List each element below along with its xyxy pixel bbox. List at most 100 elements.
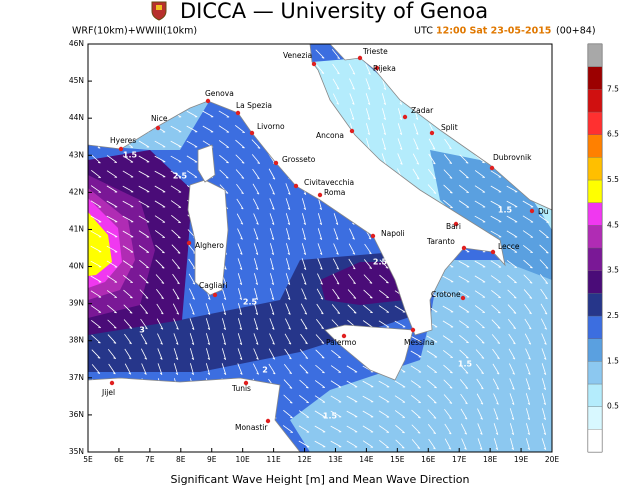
arrow (362, 425, 374, 433)
city-label: Lecce (498, 242, 520, 251)
arrow (443, 154, 453, 165)
lon-label: 20E (545, 455, 560, 464)
arrow (157, 333, 163, 345)
lat-label: 39N (69, 299, 84, 308)
arrow (410, 335, 422, 343)
arrow (362, 395, 374, 403)
arrow (186, 110, 198, 118)
arrow (474, 275, 486, 283)
arrow (314, 395, 326, 403)
arrow (475, 154, 485, 164)
city-dot (410, 327, 416, 333)
arrow (122, 215, 134, 223)
arrow (299, 349, 309, 359)
arrow (442, 290, 454, 298)
arrow (526, 423, 530, 436)
arrow (270, 258, 274, 271)
colorbar-band (587, 111, 603, 135)
arrow (234, 125, 246, 134)
arrow (410, 380, 422, 388)
contour-label: 1.5 (458, 360, 473, 369)
city-dot (186, 240, 192, 246)
colorbar-label: 1.5 (607, 356, 619, 365)
arrow (268, 168, 276, 180)
arrow (154, 170, 166, 178)
arrow (443, 169, 453, 179)
arrow (363, 304, 373, 314)
arrow (90, 230, 102, 238)
arrow (346, 395, 358, 403)
arrow (459, 364, 469, 374)
colorbar-label: 7.5 (607, 84, 619, 93)
arrow (524, 318, 532, 330)
arrow (331, 49, 341, 60)
time-zone: UTC (414, 26, 433, 37)
arrow (301, 273, 307, 285)
arrow (542, 393, 546, 406)
city-label: Nice (151, 114, 168, 123)
contour-label: 2.5 (243, 298, 258, 307)
arrow (156, 318, 164, 330)
arrow (459, 349, 469, 359)
arrow (236, 183, 244, 195)
arrow (108, 363, 116, 375)
colorbar-label: 0.5 (607, 402, 619, 411)
arrow (330, 395, 342, 403)
arrow (269, 303, 275, 315)
arrow (381, 138, 387, 151)
arrow (332, 273, 340, 285)
arrow (269, 288, 275, 301)
city-label: Bari (446, 222, 461, 231)
arrow (301, 228, 307, 241)
arrow (330, 440, 342, 448)
city-dot (374, 65, 380, 71)
arrow (106, 215, 118, 223)
arrow (171, 229, 181, 239)
arrow (458, 185, 470, 194)
arrow (154, 140, 166, 148)
arrow (541, 348, 547, 360)
arrow (540, 303, 548, 315)
arrow (493, 438, 499, 451)
city-dot (489, 165, 495, 171)
arrow (317, 273, 323, 285)
arrow (138, 185, 150, 193)
arrow (237, 273, 243, 286)
arrow (235, 154, 245, 164)
arrow (459, 169, 469, 179)
arrow (476, 378, 484, 390)
arrow (378, 320, 390, 328)
arrow (252, 168, 260, 180)
africa (88, 377, 301, 452)
arrow (428, 138, 436, 150)
arrow (170, 200, 182, 208)
arrow (394, 380, 406, 388)
arrow (427, 394, 437, 404)
arrow (428, 168, 436, 180)
arrow (314, 440, 326, 448)
arrow (506, 185, 518, 193)
arrow (459, 379, 469, 390)
arrow (460, 393, 468, 405)
arrow (237, 243, 243, 255)
arrow (540, 318, 548, 330)
arrow (253, 258, 259, 271)
arrow (170, 170, 182, 178)
arrow (173, 348, 179, 360)
arrow (427, 379, 437, 389)
colorbar-label: 2.5 (607, 311, 619, 320)
arrow (443, 199, 453, 209)
arrow (427, 184, 437, 194)
arrow (283, 394, 293, 404)
city-label: Grosseto (282, 155, 316, 164)
contour-label: 1.5 (498, 206, 513, 215)
arrow (411, 439, 421, 449)
caption: Significant Wave Height [m] and Mean Wav… (171, 473, 470, 486)
arrow (285, 303, 291, 315)
arrow (347, 289, 357, 299)
arrow (154, 230, 166, 239)
arrow (298, 410, 310, 418)
title: DICCA — University of Genoa (180, 0, 488, 23)
arrow (442, 275, 454, 283)
